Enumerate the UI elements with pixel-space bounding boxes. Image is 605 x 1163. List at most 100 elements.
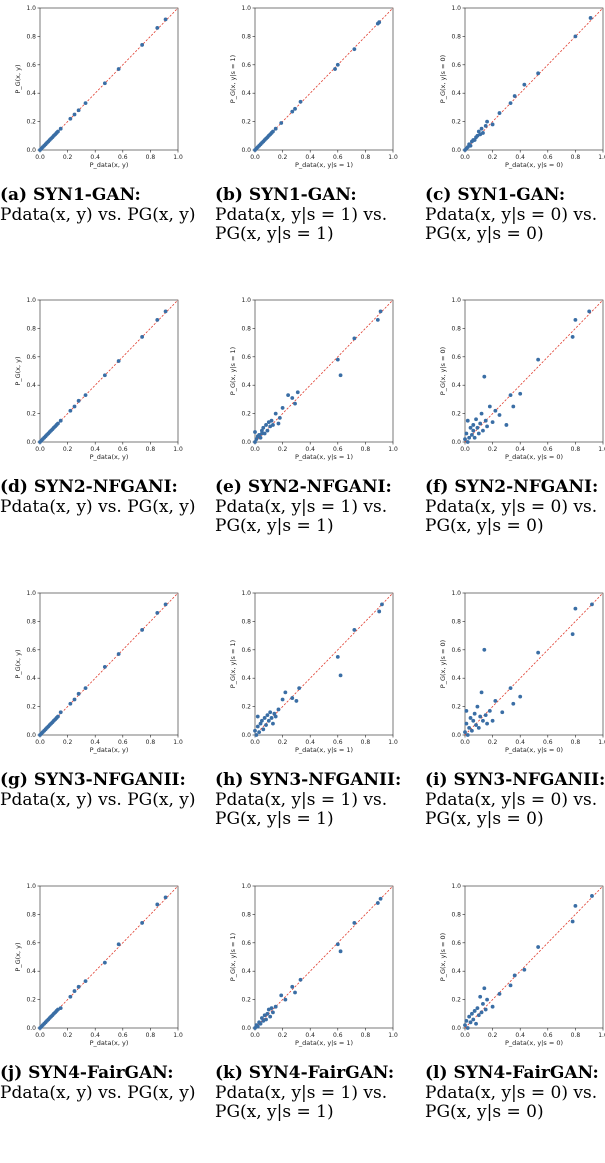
y-tick-label: 1.0 — [26, 590, 36, 597]
y-axis-label: P_G(x, y) — [14, 356, 22, 385]
scatter-point — [479, 690, 484, 695]
scatter-point — [587, 309, 592, 314]
x-tick-label: 1.0 — [388, 154, 398, 161]
x-tick-label: 0.6 — [333, 446, 343, 453]
identity-line — [254, 885, 394, 1029]
identity-line — [464, 299, 604, 443]
y-tick-label: 1.0 — [451, 590, 461, 597]
scatter-point — [293, 990, 297, 995]
y-axis-label: P_G(x, y) — [14, 649, 22, 678]
x-tick-label: 0.2 — [63, 1032, 73, 1039]
y-tick-label: 0.4 — [451, 968, 461, 975]
y-tick-label: 0.8 — [451, 911, 461, 918]
scatter-point — [261, 727, 266, 732]
scatter-point — [163, 895, 168, 900]
y-tick-label: 0.6 — [241, 940, 251, 947]
scatter-point — [518, 694, 523, 699]
scatter-point — [508, 101, 513, 106]
scatter-point — [72, 989, 77, 993]
panel-caption: (f) SYN2-NFGANI: Pdata(x, y|s = 0) vs. PG… — [425, 477, 605, 537]
scatter-point — [508, 393, 513, 398]
x-tick-label: 0.6 — [333, 1032, 343, 1039]
y-tick-label: 0.2 — [241, 411, 251, 418]
scatter-point — [468, 716, 473, 720]
scatter-point — [573, 903, 578, 908]
y-tick-label: 0.6 — [451, 354, 461, 361]
scatter-point — [464, 431, 469, 436]
scatter-point — [255, 724, 260, 729]
y-tick-label: 0.6 — [241, 354, 251, 361]
scatter-point — [335, 62, 340, 67]
scatter-point — [298, 99, 303, 104]
panel-caption: (e) SYN2-NFGANI: Pdata(x, y|s = 1) vs. PG… — [215, 477, 420, 537]
x-axis-label: P_data(x, y|s = 1) — [295, 1039, 353, 1047]
x-tick-label: 1.0 — [598, 739, 605, 746]
x-tick-label: 0.2 — [278, 446, 288, 453]
identity-line — [39, 7, 179, 151]
y-tick-label: 0.0 — [241, 147, 251, 154]
x-tick-label: 0.8 — [571, 739, 581, 746]
caption-title: (h) SYN3-NFGANII: — [215, 770, 402, 790]
plot-frame — [254, 299, 394, 443]
y-tick-label: 0.8 — [241, 325, 251, 332]
identity-line — [254, 299, 394, 443]
scatter-point — [333, 67, 337, 71]
x-tick-label: 0.8 — [361, 154, 371, 161]
x-tick-label: 0.0 — [35, 154, 45, 161]
scatter-point — [511, 404, 516, 409]
plot-frame — [39, 592, 179, 736]
scatter-point — [472, 1009, 477, 1013]
scatter-point — [290, 696, 295, 700]
scatter-point — [463, 1023, 467, 1028]
scatter-plot: 0.00.0 0.2 0.2 0.4 0.4 0.6 0.6 0.8 0.8 1.0 1.0 P_da… — [14, 5, 183, 169]
plot-frame — [464, 592, 604, 736]
scatter-point — [512, 94, 517, 98]
scatter-point — [254, 437, 259, 442]
scatter-point — [470, 433, 474, 437]
scatter-point — [58, 1006, 63, 1011]
x-axis-label: P_data(x, y|s = 0) — [505, 453, 563, 461]
scatter-point — [298, 977, 303, 982]
scatter-point — [476, 129, 481, 134]
scatter-point — [264, 1017, 268, 1022]
x-tick-label: 0.4 — [305, 446, 315, 453]
scatter-point — [465, 418, 470, 423]
scatter-point — [479, 1010, 484, 1015]
scatter-point — [56, 129, 60, 134]
x-tick-label: 1.0 — [388, 1032, 398, 1039]
y-tick-label: 0.0 — [241, 439, 251, 446]
y-tick-label: 0.8 — [451, 325, 461, 332]
identity-line — [39, 592, 179, 736]
x-tick-label: 0.8 — [146, 154, 156, 161]
scatter-point — [536, 650, 541, 655]
scatter-point — [375, 901, 380, 905]
scatter-plot: 0.00.0 0.2 0.2 0.4 0.4 0.6 0.6 0.8 0.8 1.0 1.0 P_da… — [229, 883, 398, 1047]
scatter-point — [464, 1019, 469, 1023]
x-axis-label: P_data(x, y|s = 1) — [295, 746, 353, 754]
scatter-point — [260, 718, 264, 723]
y-tick-label: 0.0 — [451, 1025, 461, 1032]
y-tick-label: 1.0 — [451, 5, 461, 12]
scatter-plot: 0.00.0 0.2 0.2 0.4 0.4 0.6 0.6 0.8 0.8 1.0 1.0 P_da… — [229, 5, 398, 169]
x-tick-label: 0.2 — [488, 739, 498, 746]
scatter-point — [467, 1014, 472, 1019]
scatter-point — [483, 1007, 488, 1012]
x-tick-label: 0.6 — [333, 739, 343, 746]
y-tick-label: 0.8 — [241, 33, 251, 40]
scatter-point — [255, 1024, 260, 1029]
x-tick-label: 0.0 — [35, 446, 45, 453]
scatter-point — [465, 1026, 470, 1030]
scatter-point — [573, 606, 578, 611]
scatter-point — [590, 894, 594, 898]
x-tick-label: 0.4 — [305, 1032, 315, 1039]
scatter-point — [163, 309, 168, 314]
y-tick-label: 1.0 — [26, 297, 36, 304]
plot-frame — [39, 299, 179, 443]
scatter-point — [262, 431, 267, 436]
x-tick-label: 0.2 — [488, 1032, 498, 1039]
x-tick-label: 0.8 — [146, 739, 156, 746]
scatter-point — [536, 945, 541, 949]
x-tick-label: 1.0 — [173, 1032, 183, 1039]
